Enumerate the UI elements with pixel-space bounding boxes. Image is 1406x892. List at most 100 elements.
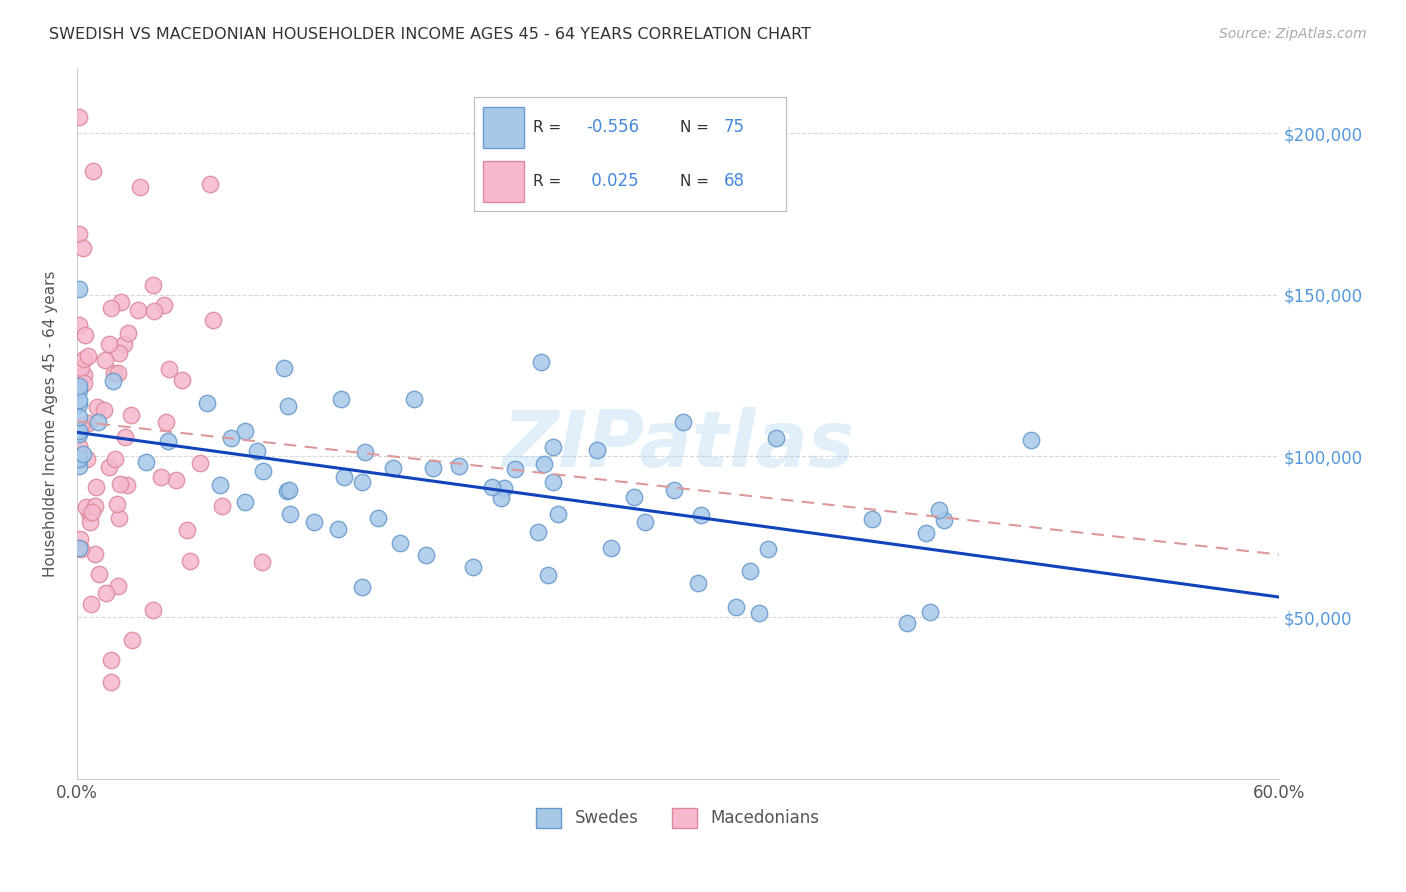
Point [233,495,256,509]
Point [195,396,218,410]
Point [67,427,90,442]
Point [75,500,97,515]
Point [860,512,883,526]
Point [740,565,762,579]
Point [100,675,122,690]
Point [382,461,405,475]
Text: SWEDISH VS MACEDONIAN HOUSEHOLDER INCOME AGES 45 - 64 YEARS CORRELATION CHART: SWEDISH VS MACEDONIAN HOUSEHOLDER INCOME… [49,27,811,42]
Point [415,548,437,562]
Point [79,515,101,529]
Point [585,442,607,457]
Point [105,497,128,511]
Point [120,408,142,422]
Point [276,483,298,498]
Point [93,403,115,417]
Point [67,318,90,333]
Point [69,418,91,433]
Point [72,447,94,461]
Point [623,490,645,504]
Point [246,443,269,458]
Point [101,375,124,389]
Point [129,179,152,194]
Point [209,478,232,492]
Point [250,554,273,568]
Point [533,457,555,471]
Point [278,483,301,497]
Point [389,536,412,550]
Point [176,524,198,538]
Point [352,475,374,490]
Point [536,568,558,582]
Point [110,295,132,310]
Point [121,633,143,648]
Point [449,458,471,473]
Y-axis label: Householder Income Ages 45 - 64 years: Householder Income Ages 45 - 64 years [44,270,58,577]
Point [100,301,122,315]
Point [77,349,100,363]
Point [67,397,90,411]
Text: Source: ZipAtlas.com: Source: ZipAtlas.com [1219,27,1367,41]
Point [142,304,165,318]
Point [404,392,426,406]
Point [690,508,713,523]
Point [70,361,93,376]
Point [142,277,165,292]
Point [724,599,747,614]
Point [82,163,104,178]
Point [354,445,377,459]
Point [686,576,709,591]
Point [112,337,135,351]
Point [489,491,512,505]
Point [67,110,90,124]
Point [108,510,131,524]
Point [153,298,176,312]
Point [115,477,138,491]
Point [104,452,127,467]
Point [481,480,503,494]
Point [172,373,194,387]
Point [278,507,301,521]
Point [932,513,955,527]
Point [67,383,90,397]
Point [67,392,90,407]
Point [202,313,225,327]
Point [67,424,90,438]
Point [530,355,553,369]
Point [69,532,91,546]
Point [252,464,274,478]
Point [76,452,98,467]
Point [461,559,484,574]
Point [896,615,918,630]
Point [672,415,695,429]
Point [179,554,201,568]
Point [84,499,107,513]
Point [543,440,565,454]
Point [86,480,108,494]
Point [76,417,98,431]
Point [84,547,107,561]
Point [70,541,93,556]
Point [73,352,96,367]
Point [527,525,550,540]
Point [97,459,120,474]
Point [328,522,350,536]
Point [80,597,103,611]
Point [149,470,172,484]
Point [72,241,94,255]
Point [67,452,90,467]
Point [233,424,256,438]
Point [330,392,353,407]
Point [157,434,180,449]
Point [422,460,444,475]
Point [543,475,565,489]
Point [135,455,157,469]
Point [748,606,770,620]
Point [157,362,180,376]
Point [103,366,125,380]
Point [73,368,96,382]
Point [219,431,242,445]
Point [94,586,117,600]
Point [89,567,111,582]
Point [98,336,121,351]
Point [494,482,516,496]
